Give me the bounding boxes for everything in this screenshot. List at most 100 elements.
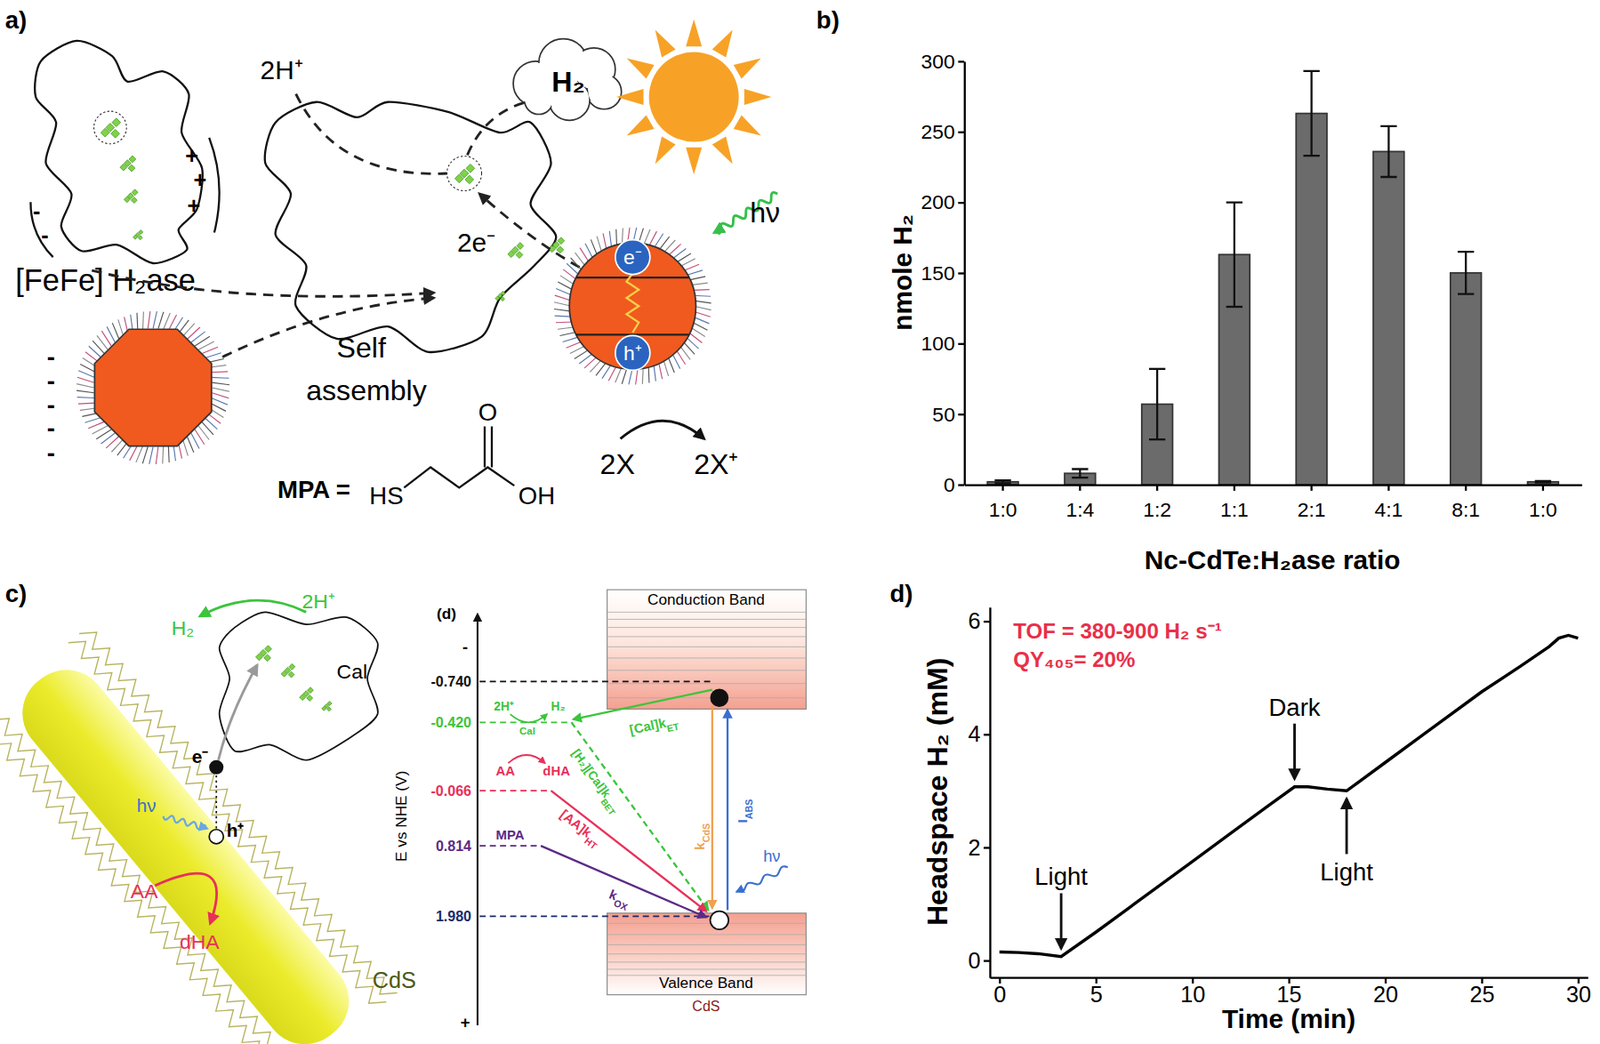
tick-label: 4 bbox=[968, 721, 981, 747]
tick: 10 bbox=[1180, 977, 1206, 1007]
cluster-atom bbox=[500, 297, 506, 302]
ligand bbox=[209, 370, 228, 373]
tick: 0 bbox=[993, 977, 1006, 1007]
sun-ray bbox=[733, 115, 762, 137]
tick-mark bbox=[957, 60, 965, 63]
enzyme-outline bbox=[219, 611, 378, 760]
metal-cluster bbox=[123, 189, 138, 204]
metal-cluster bbox=[507, 242, 524, 259]
tick: 20 bbox=[1373, 977, 1399, 1007]
photon: hν bbox=[136, 795, 157, 816]
band-level bbox=[607, 953, 807, 955]
bond bbox=[484, 426, 492, 468]
photon-wave bbox=[736, 866, 788, 893]
rate-label: [H₂][Cal]kBET bbox=[565, 747, 624, 818]
cluster-atom bbox=[556, 246, 564, 254]
tick: 50 bbox=[932, 402, 965, 427]
tick-mark bbox=[983, 959, 990, 962]
ligand bbox=[76, 390, 95, 394]
sun-ray bbox=[655, 29, 676, 57]
cluster-atom bbox=[327, 701, 332, 707]
cluster-atom bbox=[327, 707, 332, 712]
tick-label: 250 bbox=[921, 120, 956, 144]
band-label: Valence Band bbox=[659, 973, 754, 992]
protons: 2H⁺ bbox=[260, 55, 304, 85]
rate-label: kCdS bbox=[692, 823, 712, 851]
band-level bbox=[607, 683, 807, 684]
cloud-fill bbox=[525, 87, 552, 113]
tick: 300 bbox=[921, 49, 965, 73]
transfer-arrow bbox=[573, 690, 713, 720]
tick: 250 bbox=[921, 120, 965, 144]
tick-label: 200 bbox=[921, 190, 956, 214]
reaction-arrow bbox=[510, 714, 547, 723]
level-line bbox=[479, 915, 709, 917]
sun-ray bbox=[744, 88, 772, 105]
axis-line bbox=[988, 607, 991, 978]
donor: 2X bbox=[600, 448, 636, 481]
tick-label: 100 bbox=[921, 331, 956, 355]
cloud-fill bbox=[587, 75, 620, 108]
tick: 1:4 bbox=[1065, 484, 1094, 522]
note: QY₄₀₅= 20% bbox=[1013, 647, 1135, 672]
cluster-atom bbox=[120, 163, 128, 171]
error-cap bbox=[1149, 438, 1166, 441]
ligand bbox=[76, 384, 94, 388]
panel-label: d) bbox=[889, 579, 913, 608]
cluster-atom bbox=[306, 695, 314, 702]
metal-cluster bbox=[120, 155, 137, 172]
atom: O bbox=[478, 398, 498, 427]
cluster-atom bbox=[289, 663, 296, 670]
metal-cluster bbox=[548, 237, 565, 254]
tick-mark bbox=[983, 846, 990, 849]
x-axis: 1:01:41:21:12:14:18:11:0 bbox=[964, 484, 1583, 522]
cluster-atom bbox=[281, 670, 288, 677]
reaction: H₂ bbox=[551, 699, 566, 714]
tick-label: 10 bbox=[1180, 981, 1206, 1007]
rate-subscript: ET bbox=[666, 721, 681, 735]
tick-label: 0 bbox=[968, 948, 981, 973]
cluster-atom bbox=[265, 645, 273, 653]
tick-label: 4:1 bbox=[1374, 498, 1403, 522]
error-bar bbox=[1380, 126, 1397, 177]
ligand bbox=[211, 382, 230, 386]
panel-label: b) bbox=[816, 6, 840, 34]
tick: 5 bbox=[1090, 977, 1103, 1007]
tick-mark bbox=[1156, 484, 1158, 491]
charge: - bbox=[32, 198, 41, 224]
sun-ray bbox=[712, 29, 733, 57]
tick-mark bbox=[1001, 484, 1004, 491]
metal-cluster bbox=[256, 645, 273, 662]
active-site bbox=[447, 156, 483, 192]
tick-mark bbox=[957, 272, 965, 274]
tick: 1:1 bbox=[1220, 484, 1249, 522]
tick: 25 bbox=[1469, 977, 1495, 1007]
tick: 4 bbox=[968, 721, 990, 747]
axis-end: - bbox=[462, 637, 468, 657]
donor-arrow bbox=[620, 420, 705, 439]
level-line bbox=[479, 681, 713, 684]
rate-label: kOX bbox=[605, 887, 634, 914]
transfer-arrow bbox=[570, 722, 708, 910]
tick-label: 0 bbox=[943, 473, 956, 497]
rate-subscript: ABS bbox=[743, 799, 755, 821]
donor-oxidized: dHA bbox=[179, 930, 220, 954]
hole: h⁺ bbox=[623, 341, 643, 365]
metal-cluster bbox=[321, 701, 332, 712]
ligand bbox=[136, 313, 138, 331]
tick-label: 2 bbox=[968, 835, 981, 861]
enzyme-label: [FeFe] H₂ase bbox=[15, 263, 196, 298]
level-label: 1.980 bbox=[435, 908, 472, 925]
charge: + bbox=[184, 143, 199, 169]
sun-ray bbox=[733, 57, 762, 79]
panel-a: +++--[FeFe] H₂ase-----Selfassembly2H⁺H₂2… bbox=[15, 19, 780, 510]
charge: - bbox=[47, 414, 56, 443]
tick-mark bbox=[1078, 484, 1081, 491]
band-level bbox=[607, 933, 807, 935]
error-bar bbox=[1226, 202, 1243, 307]
error-cap bbox=[1457, 293, 1474, 296]
tick-mark bbox=[983, 620, 990, 623]
band-level bbox=[607, 658, 807, 660]
sun-ray bbox=[627, 57, 655, 79]
rate-base: I bbox=[735, 819, 750, 823]
